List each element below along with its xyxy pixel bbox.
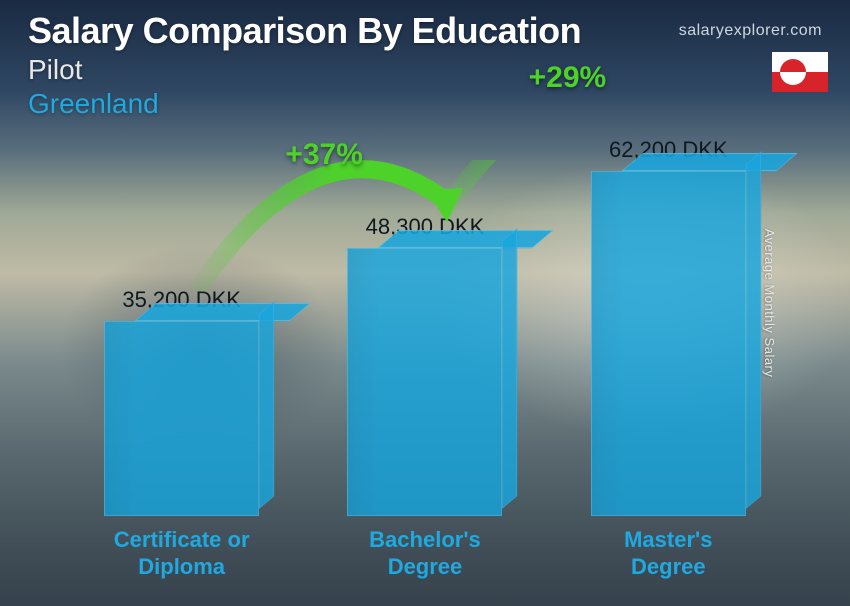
bars-container: 35,200 DKK48,300 DKK62,200 DKK <box>60 160 790 516</box>
watermark-prefix: salaryexplorer <box>679 22 786 39</box>
chart-subtitle: Pilot <box>28 54 830 86</box>
bar-group: 48,300 DKK <box>325 214 525 516</box>
bar <box>591 171 746 516</box>
watermark-suffix: com <box>790 22 822 39</box>
bar-group: 62,200 DKK <box>568 137 768 516</box>
country-flag <box>772 52 828 92</box>
chart-area: 35,200 DKK48,300 DKK62,200 DKK Certifica… <box>60 160 790 586</box>
watermark: salaryexplorer.com <box>679 22 822 40</box>
category-label: Certificate orDiploma <box>82 527 282 580</box>
category-label: Bachelor'sDegree <box>325 527 525 580</box>
chart-country: Greenland <box>28 88 830 120</box>
bar-group: 35,200 DKK <box>82 287 282 516</box>
increase-pct-label: +37% <box>285 138 363 172</box>
bar <box>104 321 259 516</box>
increase-pct-label: +29% <box>529 61 607 95</box>
bar <box>347 248 502 516</box>
category-label: Master'sDegree <box>568 527 768 580</box>
